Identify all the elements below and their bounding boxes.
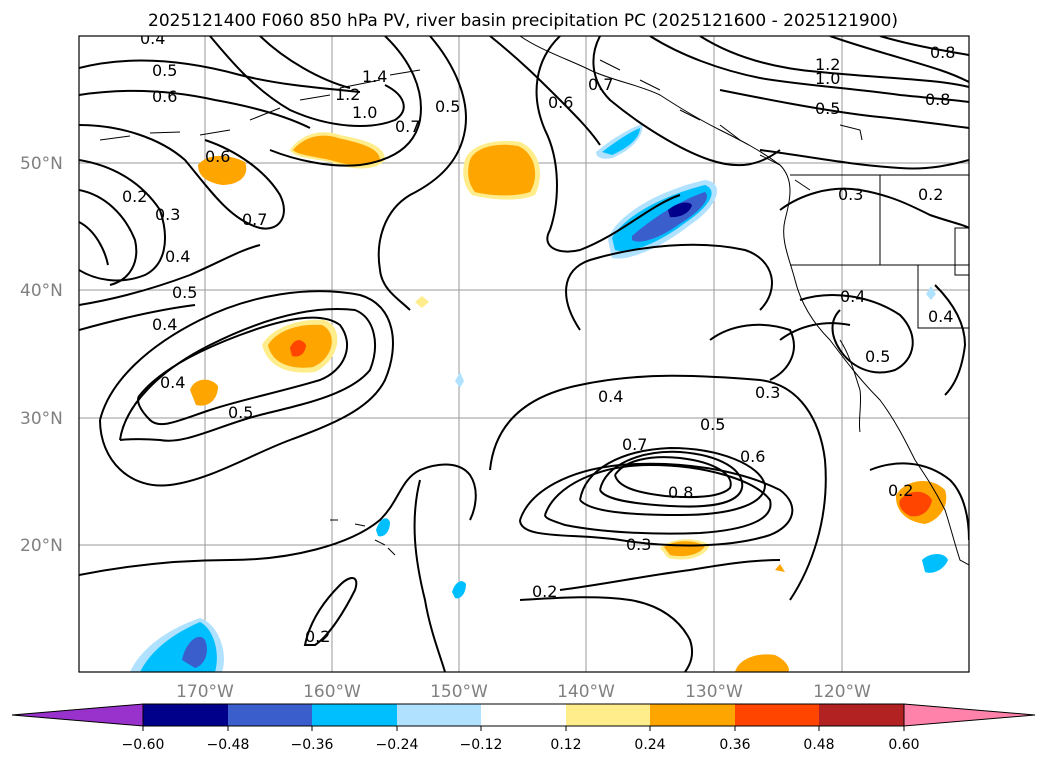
colorbar-segment [481, 704, 566, 726]
contour-label: 0.4 [152, 315, 177, 334]
colorbar-tick-label: 0.36 [719, 737, 750, 753]
contour-label: 1.4 [362, 67, 387, 86]
colorbar-segment [735, 704, 819, 726]
negative-precip-blob-nevada [926, 286, 936, 300]
lon-label-160w: 160°W [303, 682, 361, 702]
contour-label: 0.2 [888, 481, 913, 500]
coastline-north-america [519, 36, 969, 566]
lat-label-20n: 20°N [20, 536, 63, 556]
contour-label: 0.2 [122, 187, 147, 206]
contour-label: 0.7 [588, 75, 613, 94]
contour-label: 0.4 [165, 247, 190, 266]
contour-label: 0.2 [918, 185, 943, 204]
contour-labels: 0.4 0.5 0.6 1.4 1.2 1.0 0.7 0.5 0.7 0.6 … [122, 29, 955, 646]
map-title: 2025121400 F060 850 hPa PV, river basin … [148, 11, 898, 31]
lat-label-30n: 30°N [20, 409, 63, 429]
coastlines [99, 36, 969, 566]
precipitation-shading [130, 124, 948, 672]
contour-label: 0.5 [172, 283, 197, 302]
negative-precip-blob-hawaii [452, 581, 466, 599]
lon-label-170w: 170°W [176, 682, 234, 702]
contour-label: 0.6 [152, 87, 177, 106]
colorbar-segment [312, 704, 397, 726]
positive-precip-blob-small [415, 296, 429, 308]
hawaii-islands [330, 519, 396, 556]
contour-label: 0.2 [305, 627, 330, 646]
colorbar-extend-left [11, 703, 144, 727]
contour-label: 1.2 [335, 85, 360, 104]
contour-label: 0.5 [435, 97, 460, 116]
lat-label-40n: 40°N [20, 281, 63, 301]
contour-label: 0.3 [155, 205, 180, 224]
contour-label: 0.7 [395, 117, 420, 136]
contour-label: 1.0 [815, 69, 840, 88]
colorbar-extend-right [903, 703, 1036, 727]
contour-label: 0.6 [205, 147, 230, 166]
state-borders [790, 174, 969, 329]
colorbar-segment [397, 704, 481, 726]
contour-label: 0.5 [815, 99, 840, 118]
colorbar-tick-label: −0.36 [291, 737, 334, 753]
colorbar-tick-label: −0.60 [122, 737, 165, 753]
colorbar-segment [650, 704, 735, 726]
colorbar-tick-label: 0.60 [888, 737, 919, 753]
contour-label: 0.7 [622, 435, 647, 454]
colorbar-tick-label: 0.12 [550, 737, 581, 753]
contour-label: 0.6 [740, 447, 765, 466]
lon-label-140w: 140°W [557, 682, 615, 702]
negative-precip-blob-mid [455, 372, 464, 388]
latitude-labels: 50°N 40°N 30°N 20°N [20, 154, 63, 556]
map-area: 0.4 0.5 0.6 1.4 1.2 1.0 0.7 0.5 0.7 0.6 … [79, 29, 969, 672]
contour-label: 0.8 [925, 90, 950, 109]
contour-label: 0.2 [532, 582, 557, 601]
contour-label: 0.6 [548, 93, 573, 112]
colorbar-tick-label: −0.24 [376, 737, 419, 753]
contour-label: 0.4 [140, 29, 165, 48]
colorbar-tick-label: 0.48 [803, 737, 834, 753]
contour-label: 1.0 [352, 103, 377, 122]
lon-label-150w: 150°W [430, 682, 488, 702]
contour-label: 0.4 [928, 307, 953, 326]
lon-label-130w: 130°W [685, 682, 743, 702]
colorbar: −0.60 −0.48 −0.36 −0.24 −0.12 0.12 0.24 … [11, 703, 1036, 753]
contour-label: 0.5 [228, 403, 253, 422]
contour-label: 0.5 [152, 61, 177, 80]
coastline-baja [839, 339, 862, 433]
positive-precip-blob-southeast [735, 654, 789, 672]
colorbar-tick-label: −0.48 [207, 737, 250, 753]
colorbar-segment [566, 704, 650, 726]
contour-label: 0.3 [838, 185, 863, 204]
contour-label: 0.4 [840, 287, 865, 306]
colorbar-segment [228, 704, 312, 726]
longitude-labels: 170°W 160°W 150°W 140°W 130°W 120°W [176, 682, 871, 702]
colorbar-segment [819, 704, 904, 726]
contour-label: 0.8 [930, 43, 955, 62]
colorbar-segment [143, 704, 228, 726]
negative-precip-blob-island [376, 518, 390, 537]
alaska-islands [99, 69, 421, 141]
map-frame [78, 35, 970, 673]
colorbar-ticks [142, 726, 905, 731]
contour-label: 0.4 [160, 373, 185, 392]
contour-label: 0.7 [242, 210, 267, 229]
contour-label: 1.2 [815, 55, 840, 74]
lat-label-50n: 50°N [20, 154, 63, 174]
contour-label: 0.5 [700, 415, 725, 434]
contour-label: 0.4 [598, 387, 623, 406]
pv-contours [79, 36, 969, 672]
contour-label: 0.3 [755, 383, 780, 402]
contour-label: 0.8 [668, 483, 693, 502]
colorbar-tick-label: 0.24 [634, 737, 665, 753]
positive-precip-blob-west [190, 379, 218, 406]
colorbar-tick-label: −0.12 [460, 737, 503, 753]
positive-precip-blob-nw [198, 155, 247, 185]
negative-precip-blob-mexico [922, 554, 948, 573]
bc-islands [599, 59, 863, 191]
lon-label-120w: 120°W [813, 682, 871, 702]
contour-label: 0.5 [865, 347, 890, 366]
contour-label: 0.3 [626, 535, 651, 554]
